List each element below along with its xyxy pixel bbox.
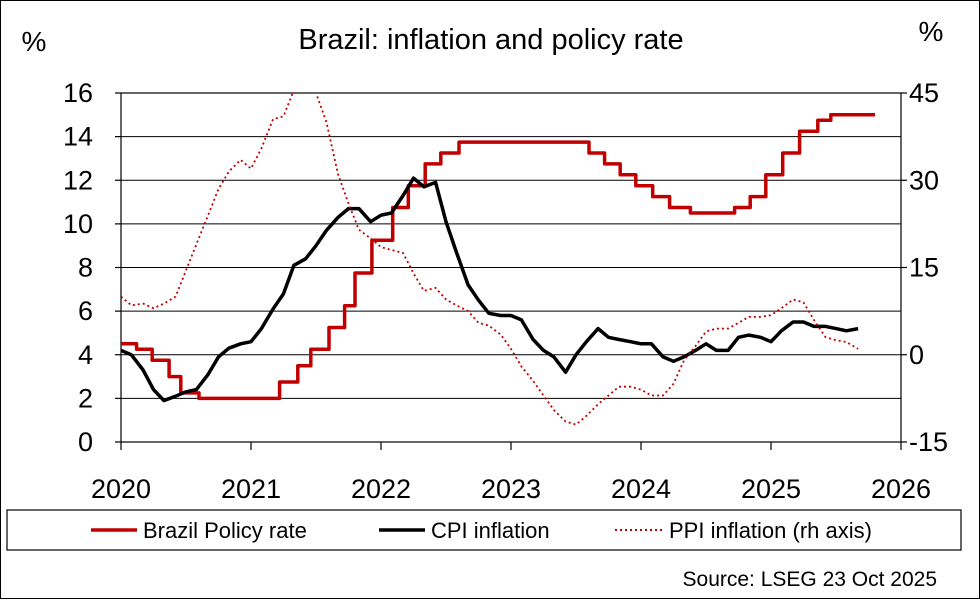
right-tick-label: 15 (909, 253, 939, 283)
left-tick-label: 0 (78, 427, 93, 457)
left-tick-label: 2 (78, 383, 93, 413)
legend-box (6, 509, 962, 551)
right-tick-label: 0 (909, 340, 924, 370)
x-tick-label: 2021 (221, 474, 281, 504)
x-tick-label: 2025 (741, 474, 801, 504)
left-tick-label: 8 (78, 253, 93, 283)
axes: 0 2 4 6 8 10 12 14 16 -15 0 15 30 45 2020 2021 2022 2023 2… (63, 78, 948, 504)
right-axis-unit: % (919, 16, 944, 47)
series-line-policy-rate (121, 113, 875, 401)
x-tick-label: 2022 (351, 474, 411, 504)
legend-label-ppi: PPI inflation (rh axis) (669, 518, 872, 543)
series-line-cpi-inflation (121, 176, 859, 403)
x-tick-label: 2023 (481, 474, 541, 504)
legend-label-policy-rate: Brazil Policy rate (143, 518, 307, 543)
right-tick-label: -15 (909, 427, 948, 457)
legend: Brazil Policy rate CPI inflation PPI inf… (6, 509, 962, 551)
x-tick-label: 2024 (611, 474, 671, 504)
right-tick-label: 30 (909, 165, 939, 195)
x-tick-label: 2026 (871, 474, 931, 504)
left-tick-label: 4 (78, 340, 93, 370)
source-note: Source: LSEG 23 Oct 2025 (683, 568, 937, 591)
chart-title: Brazil: inflation and policy rate (298, 24, 683, 56)
right-tick-label: 45 (909, 78, 939, 108)
legend-label-cpi: CPI inflation (431, 518, 550, 543)
left-axis-unit: % (22, 26, 47, 57)
left-tick-label: 10 (63, 209, 93, 239)
left-tick-label: 16 (63, 78, 93, 108)
series-layer (121, 93, 875, 426)
left-tick-label: 12 (63, 165, 93, 195)
series-line-ppi-inflation (121, 93, 859, 426)
left-tick-label: 6 (78, 296, 93, 326)
gridlines (121, 136, 901, 399)
left-tick-label: 14 (63, 122, 93, 152)
x-tick-label: 2020 (91, 474, 151, 504)
